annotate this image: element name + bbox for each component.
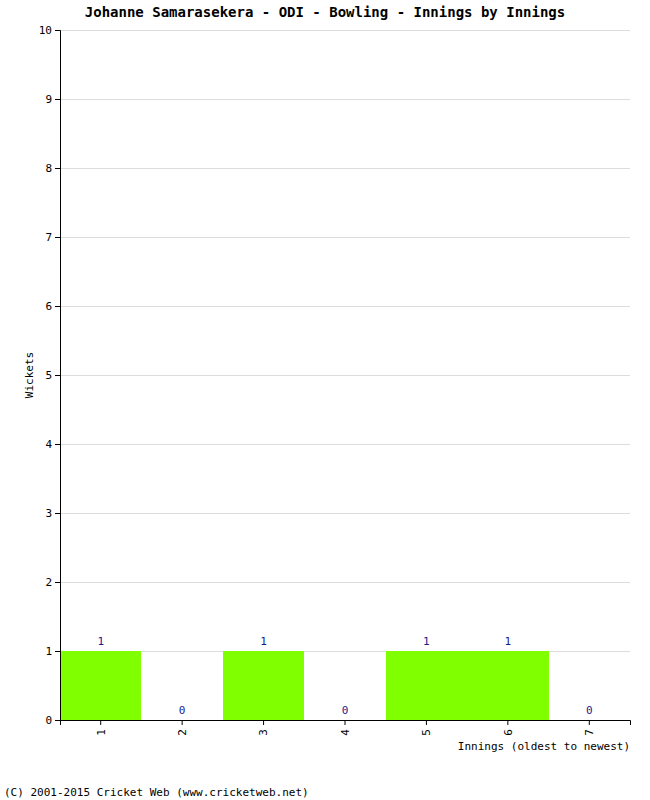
grid-line (60, 444, 630, 445)
x-tick: 5 (420, 720, 433, 736)
y-tick-label: 3 (45, 507, 52, 520)
x-tick-mark (426, 720, 427, 725)
x-tick: 3 (257, 720, 270, 736)
y-tick: 4 (45, 438, 60, 451)
data-labels: 1 0 1 0 1 1 0 (97, 635, 592, 717)
x-tick-mark (589, 720, 590, 725)
x-tick-mark (345, 720, 346, 725)
data-label: 1 (505, 635, 512, 648)
grid-line (60, 582, 630, 583)
x-tick: 6 (502, 720, 515, 736)
y-tick-mark (55, 720, 60, 721)
data-label: 0 (342, 704, 349, 717)
y-tick-mark (55, 444, 60, 445)
data-label: 1 (260, 635, 267, 648)
grid (60, 30, 630, 720)
y-tick-mark (55, 99, 60, 100)
y-tick-mark (55, 513, 60, 514)
x-tick-label: 7 (583, 729, 596, 736)
y-tick-mark (55, 651, 60, 652)
grid-line (60, 99, 630, 100)
data-label: 1 (423, 635, 430, 648)
bar (141, 720, 222, 721)
bars (60, 651, 549, 720)
y-tick-mark (55, 168, 60, 169)
y-tick-mark (55, 237, 60, 238)
x-tick: 1 (95, 720, 108, 736)
x-axis-title: Innings (oldest to newest) (458, 740, 630, 753)
bar (304, 720, 385, 721)
grid-line (60, 513, 630, 514)
x-tick-mark (263, 720, 264, 725)
grid-line (60, 375, 630, 376)
x-tick-mark (507, 720, 508, 725)
y-tick-label: 9 (45, 93, 52, 106)
x-axis-line (61, 721, 631, 726)
y-tick-label: 4 (45, 438, 52, 451)
annotation: (C) 2001-2015 Cricket Web (www.cricketwe… (4, 786, 309, 799)
y-tick: 2 (45, 576, 60, 589)
y-tick-label: 8 (45, 162, 52, 175)
grid-line (60, 30, 630, 31)
y-tick: 8 (45, 162, 60, 175)
x-tick-label: 2 (176, 729, 189, 736)
x-tick-label: 3 (257, 729, 270, 736)
title: Johanne Samarasekera - ODI - Bowling - I… (85, 4, 565, 20)
y-tick-mark (55, 306, 60, 307)
x-tick-label: 1 (95, 729, 108, 736)
y-tick-mark (55, 30, 60, 31)
y-axis-line (55, 31, 61, 721)
chart: 10101100123456789101234567Johanne Samara… (0, 0, 650, 800)
y-tick-label: 5 (45, 369, 52, 382)
y-tick-label: 7 (45, 231, 52, 244)
x-axis: 1 2 3 4 5 6 7 (61, 720, 631, 736)
bar (223, 651, 304, 720)
x-tick: 4 (339, 720, 352, 736)
bar (467, 651, 548, 720)
y-tick-label: 10 (39, 24, 52, 37)
x-tick-label: 5 (420, 729, 433, 736)
y-tick: 6 (45, 300, 60, 313)
bar (549, 720, 630, 721)
y-tick-mark (55, 375, 60, 376)
y-tick-label: 2 (45, 576, 52, 589)
y-tick: 5 (45, 369, 60, 382)
y-tick: 1 (45, 645, 60, 658)
y-tick-mark (55, 582, 60, 583)
y-tick-label: 1 (45, 645, 52, 658)
x-tick-mark (182, 720, 183, 725)
bar (60, 651, 141, 720)
x-tick-label: 6 (502, 729, 515, 736)
y-axis-title: Wickets (23, 352, 36, 398)
y-axis: 0 1 2 3 4 5 6 7 8 9 10 (39, 24, 61, 727)
y-tick: 10 (39, 24, 60, 37)
x-tick-mark (100, 720, 101, 725)
data-label: 0 (586, 704, 593, 717)
y-tick: 9 (45, 93, 60, 106)
data-label: 0 (179, 704, 186, 717)
bar (386, 651, 467, 720)
x-tick-label: 4 (339, 729, 352, 736)
y-tick: 7 (45, 231, 60, 244)
grid-line (60, 306, 630, 307)
x-tick: 7 (583, 720, 596, 736)
x-tick: 2 (176, 720, 189, 736)
y-tick-label: 6 (45, 300, 52, 313)
y-tick: 3 (45, 507, 60, 520)
data-label: 1 (97, 635, 104, 648)
grid-line (60, 237, 630, 238)
grid-line (60, 168, 630, 169)
y-tick: 0 (45, 714, 60, 727)
y-tick-label: 0 (45, 714, 52, 727)
